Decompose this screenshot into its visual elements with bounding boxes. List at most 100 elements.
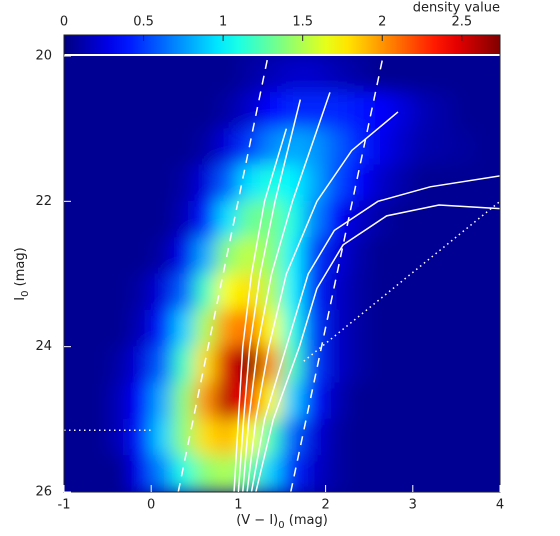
density-cell	[107, 200, 130, 239]
density-cell	[390, 382, 414, 420]
density-cell	[216, 273, 239, 311]
density-cell	[477, 128, 500, 166]
curve	[289, 56, 384, 492]
density-cell	[259, 309, 283, 348]
density-cell	[107, 346, 130, 384]
density-cell	[128, 237, 152, 275]
density-cell	[194, 382, 218, 420]
density-cell	[216, 382, 239, 420]
density-cell	[303, 164, 327, 202]
curves	[64, 56, 500, 492]
density-cell	[390, 309, 414, 348]
density-cell	[216, 346, 239, 384]
density-cell	[434, 91, 457, 130]
density-cell	[434, 455, 457, 492]
curve	[303, 200, 500, 362]
density-cell	[194, 91, 218, 130]
density-cell	[477, 309, 500, 348]
density-cell	[237, 164, 261, 202]
curve	[250, 175, 500, 492]
density-cell	[107, 128, 130, 166]
density-cell	[194, 200, 218, 239]
density-cell	[216, 56, 239, 93]
density-cell	[455, 309, 479, 348]
density-cell	[107, 237, 130, 275]
density-cell	[107, 455, 130, 492]
density-cell	[172, 200, 196, 239]
density-cell	[64, 418, 87, 457]
density-cell	[477, 455, 500, 492]
colorbar-tick-label: 2.5	[451, 15, 472, 30]
density-cell	[281, 237, 305, 275]
density-cell	[281, 418, 305, 457]
density-cell	[434, 237, 457, 275]
density-cell	[412, 418, 436, 457]
density-cell	[259, 237, 283, 275]
density-cell	[194, 455, 218, 492]
density-cell	[172, 455, 196, 492]
density-cell	[64, 237, 87, 275]
density-cell	[412, 237, 436, 275]
density-cell	[259, 346, 283, 384]
density-cell	[325, 200, 348, 239]
density-cell	[150, 418, 174, 457]
density-cell	[434, 273, 457, 311]
y-label-sub: 0	[20, 290, 31, 296]
density-cell	[412, 455, 436, 492]
density-cell	[368, 346, 392, 384]
density-cell	[412, 346, 436, 384]
density-cell	[107, 309, 130, 348]
density-cell	[259, 455, 283, 492]
density-cell	[434, 382, 457, 420]
density-cell	[346, 128, 370, 166]
density-cell	[194, 56, 218, 93]
density-cell	[390, 418, 414, 457]
density-cell	[412, 91, 436, 130]
density-cell	[64, 309, 87, 348]
x-label-sub: 0	[278, 520, 284, 531]
density-cell	[368, 56, 392, 93]
density-cell	[346, 455, 370, 492]
density-cell	[150, 164, 174, 202]
density-cell	[455, 455, 479, 492]
density-cell	[259, 91, 283, 130]
density-cell	[368, 273, 392, 311]
density-cell	[150, 128, 174, 166]
colorbar	[64, 35, 500, 54]
density-cell	[390, 273, 414, 311]
density-cell	[216, 164, 239, 202]
density-cell	[85, 418, 109, 457]
density-cell	[107, 91, 130, 130]
density-cell	[194, 164, 218, 202]
density-cell	[64, 200, 87, 239]
density-cell	[325, 346, 348, 384]
density-cell	[412, 56, 436, 93]
density-cell	[455, 200, 479, 239]
density-cell	[107, 382, 130, 420]
x-tick-label: 3	[409, 498, 417, 513]
density-cell	[64, 128, 87, 166]
density-cell	[172, 128, 196, 166]
density-cell	[390, 455, 414, 492]
density-cell	[303, 200, 327, 239]
density-cell	[455, 418, 479, 457]
density-cell	[434, 418, 457, 457]
density-cell	[85, 273, 109, 311]
x-tick-label: 1	[234, 498, 242, 513]
density-cell	[128, 309, 152, 348]
density-cell	[128, 56, 152, 93]
density-cell	[368, 418, 392, 457]
density-cell	[434, 309, 457, 348]
density-cell	[128, 382, 152, 420]
density-cell	[303, 91, 327, 130]
density-cell	[150, 237, 174, 275]
density-cell	[325, 273, 348, 311]
density-cell	[64, 382, 87, 420]
density-cell	[434, 164, 457, 202]
density-cell	[128, 128, 152, 166]
x-tick-label: 0	[147, 498, 155, 513]
density-cell	[281, 56, 305, 93]
x-tick-label: -1	[58, 498, 71, 513]
density-cell	[259, 418, 283, 457]
density-cell	[107, 56, 130, 93]
